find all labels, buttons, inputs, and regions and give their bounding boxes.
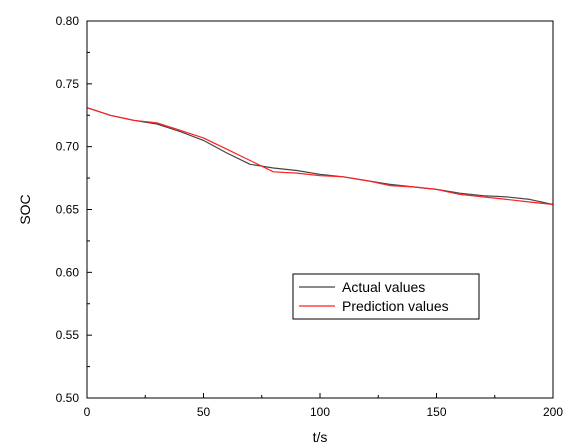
legend-box xyxy=(292,273,480,320)
series-line-prediction xyxy=(86,107,554,206)
x-tick-label: 150 xyxy=(426,405,446,419)
y-tick-label: 0.70 xyxy=(56,140,80,154)
y-axis-title: SOC xyxy=(17,194,33,224)
plot-frame xyxy=(86,20,554,399)
y-tick-label: 0.55 xyxy=(56,328,80,342)
y-tick-label: 0.75 xyxy=(56,77,80,91)
x-tick-label: 0 xyxy=(84,405,91,419)
y-tick-label: 0.50 xyxy=(56,391,80,405)
x-tick-label: 200 xyxy=(543,405,563,419)
legend: Actual values Prediction values xyxy=(292,273,480,320)
y-tick-label: 0.60 xyxy=(56,265,80,279)
x-tick-label: 50 xyxy=(197,405,211,419)
x-tick-label: 100 xyxy=(310,405,330,419)
legend-items: Actual values Prediction values xyxy=(299,279,449,314)
x-axis-title: t/s xyxy=(313,429,328,445)
series-line-actual xyxy=(86,107,554,206)
series-layer xyxy=(86,107,554,206)
y-tick-label: 0.65 xyxy=(56,203,80,217)
legend-label: Actual values xyxy=(342,279,425,295)
legend-label: Prediction values xyxy=(342,298,449,314)
ticks-layer: 0 50 100 150 200 0.50 0.55 0.60 0.65 0.70 0.75 0.80 xyxy=(56,14,564,419)
y-tick-label: 0.80 xyxy=(56,14,80,28)
